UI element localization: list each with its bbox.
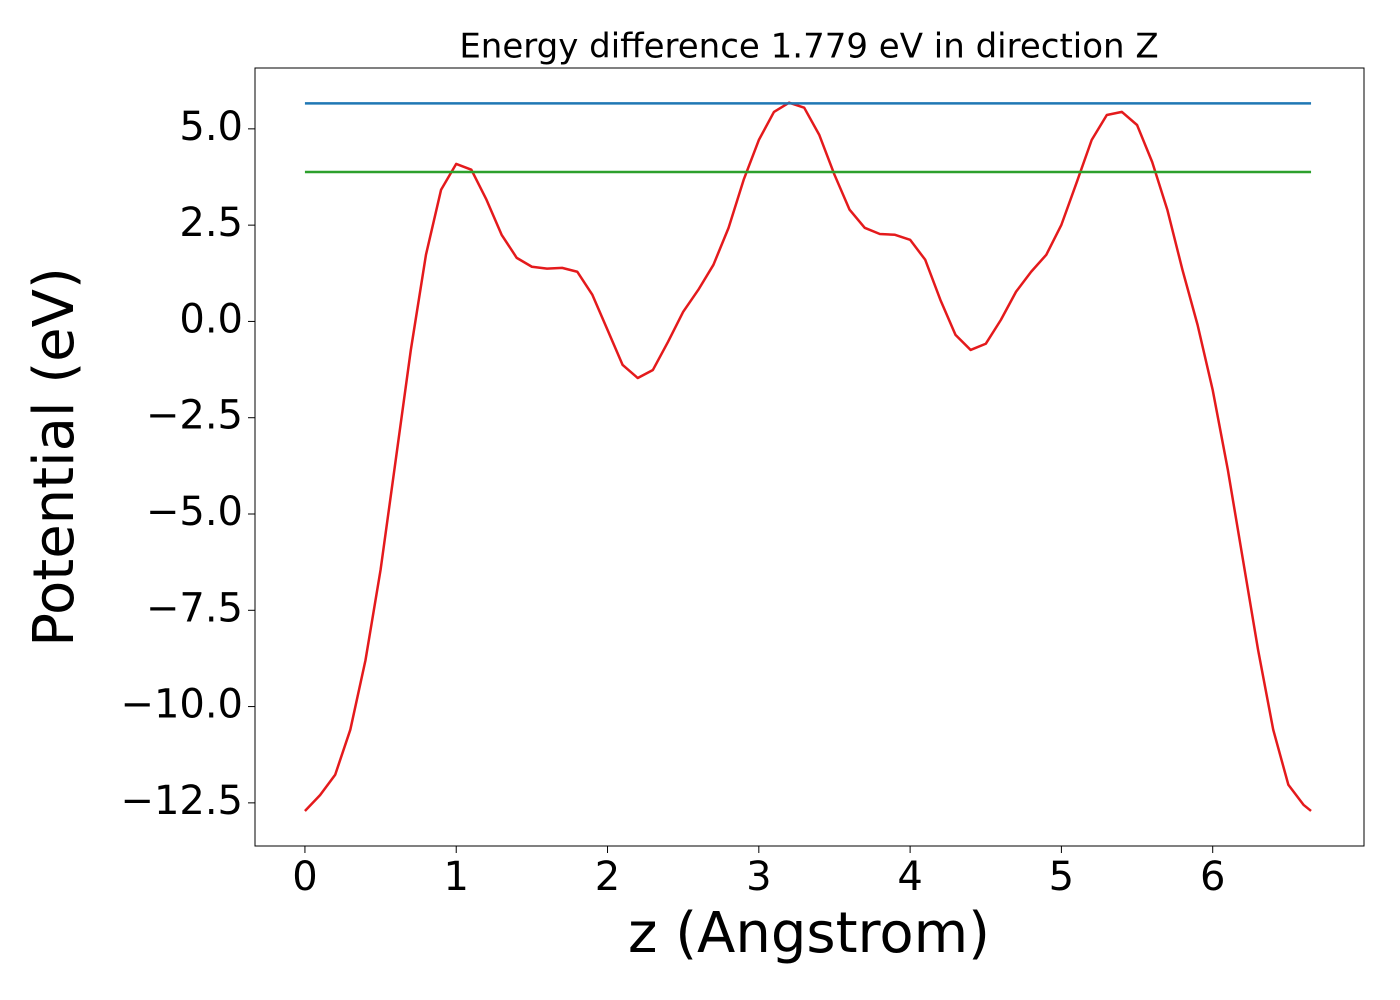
x-axis-label: z (Angstrom) bbox=[628, 901, 990, 966]
y-tick-label: −2.5 bbox=[146, 393, 243, 439]
x-tick-label: 3 bbox=[746, 854, 771, 900]
y-tick-label: −10.0 bbox=[120, 682, 243, 728]
x-tick-label: 6 bbox=[1200, 854, 1225, 900]
y-tick-label: 0.0 bbox=[179, 296, 243, 342]
y-tick-label: −12.5 bbox=[120, 778, 243, 824]
x-tick-label: 5 bbox=[1049, 854, 1074, 900]
y-tick-label: 2.5 bbox=[179, 200, 243, 246]
chart-title: Energy difference 1.779 eV in direction … bbox=[459, 27, 1158, 67]
y-tick-label: 5.0 bbox=[179, 104, 243, 150]
y-tick-label: −5.0 bbox=[146, 489, 243, 535]
y-tick-label: −7.5 bbox=[146, 585, 243, 631]
y-axis-label: Potential (eV) bbox=[22, 267, 87, 647]
data-line bbox=[304, 101, 1312, 812]
plot-frame bbox=[254, 67, 1365, 847]
x-tick-label: 4 bbox=[897, 854, 922, 900]
x-tick-label: 1 bbox=[443, 854, 468, 900]
x-tick-label: 2 bbox=[595, 854, 620, 900]
x-tick-label: 0 bbox=[292, 854, 317, 900]
